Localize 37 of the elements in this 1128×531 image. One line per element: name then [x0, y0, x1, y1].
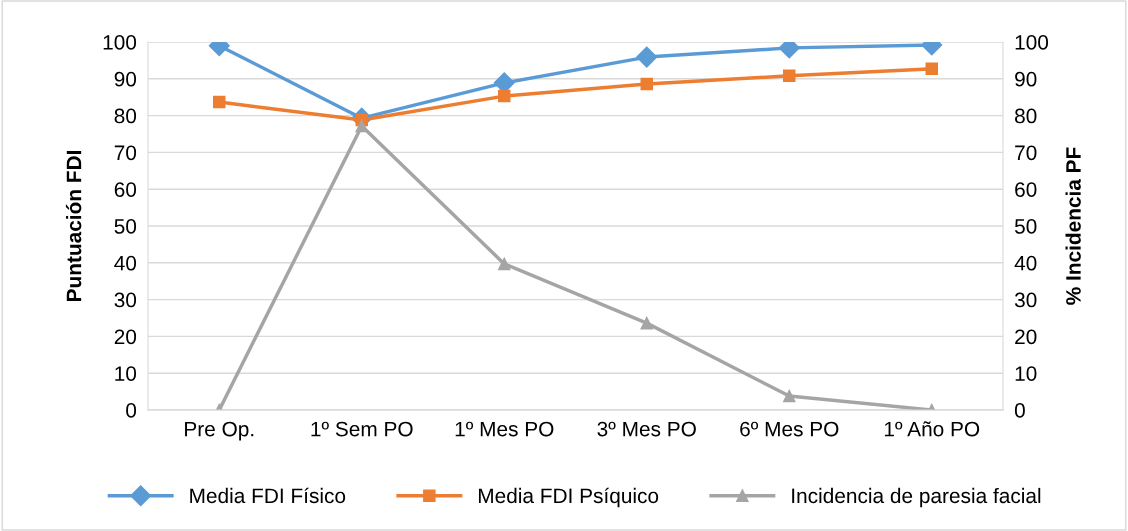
y2-tick-label: 0: [1014, 403, 1025, 418]
point: [497, 257, 511, 271]
y-tick-label: 100: [103, 35, 137, 50]
y2-axis-title: % Incidencia PF: [1065, 147, 1081, 305]
y2-tick-label: 70: [1015, 145, 1037, 161]
y-tick-label: 90: [114, 71, 137, 87]
y2-tick-label: 90: [1015, 71, 1037, 87]
point: [782, 389, 796, 403]
x-tick-label: 3º Mes PO: [597, 421, 696, 437]
y-tick-label: 10: [115, 366, 137, 381]
point: [640, 316, 654, 330]
legend-label: Incidencia de paresia facial: [792, 487, 1041, 508]
y2-tick-label: 100: [1015, 35, 1049, 50]
y-tick-label: 30: [114, 292, 137, 308]
x-tick-label: 1º Mes PO: [455, 421, 554, 437]
legend-label: Media FDI Psíquico: [478, 487, 659, 508]
x-tick-label: 1º Sem PO: [311, 421, 413, 437]
y2-tick-label: 40: [1014, 255, 1037, 271]
y-tick-label: 60: [114, 182, 137, 197]
y-tick-label: 0: [126, 403, 137, 418]
y2-tick-label: 80: [1015, 108, 1037, 124]
x-tick-label: 1º Año PO: [884, 421, 980, 437]
y-tick-label: 70: [114, 145, 137, 161]
y-tick-label: 20: [114, 329, 137, 345]
y2-tick-label: 60: [1015, 182, 1037, 197]
y2-tick-label: 30: [1014, 292, 1037, 308]
y-tick-label: 40: [114, 255, 137, 271]
y-tick-label: 80: [114, 108, 137, 124]
y2-tick-label: 10: [1015, 366, 1037, 381]
point: [355, 119, 369, 133]
x-tick-label: Pre Op.: [185, 421, 254, 441]
x-tick-label: 6º Mes PO: [740, 421, 839, 437]
legend-label: Media FDI Físico: [190, 487, 346, 504]
y2-tick-label: 50: [1014, 219, 1037, 234]
y-tick-label: 50: [114, 219, 137, 234]
y2-tick-label: 20: [1015, 329, 1037, 345]
y-axis-title: Puntuación FDI: [65, 151, 82, 301]
